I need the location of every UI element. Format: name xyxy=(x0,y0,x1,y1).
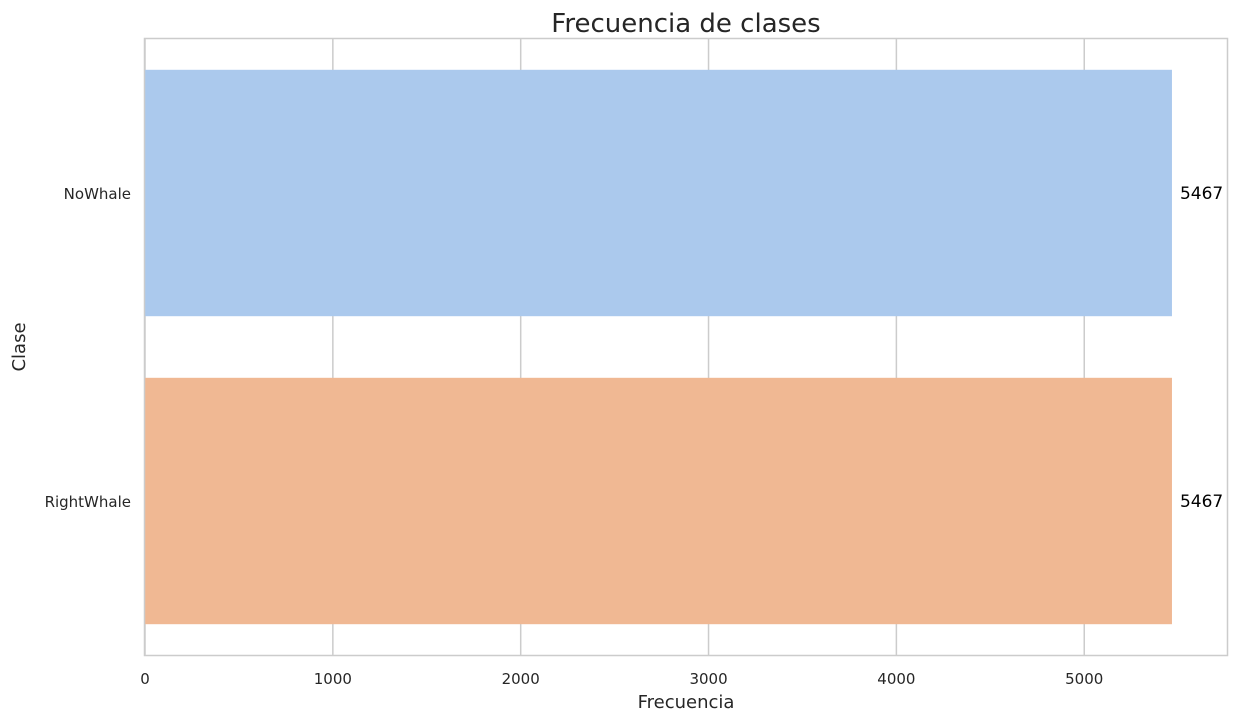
x-tick-label: 3000 xyxy=(689,670,727,688)
x-tick-label: 5000 xyxy=(1065,670,1103,688)
chart-title: Frecuencia de clases xyxy=(551,9,820,39)
x-tick-labels: 0 1000 2000 3000 4000 5000 xyxy=(140,670,1103,688)
x-tick-label: 2000 xyxy=(502,670,540,688)
bar-NoWhale xyxy=(145,69,1172,317)
y-tick-label: RightWhale xyxy=(45,493,131,511)
y-axis-label: Clase xyxy=(9,322,30,371)
x-tick-label: 1000 xyxy=(314,670,352,688)
x-tick-label: 0 xyxy=(140,670,150,688)
y-tick-label: NoWhale xyxy=(64,185,131,203)
plot-frame xyxy=(143,37,1229,657)
x-axis-label: Frecuencia xyxy=(638,692,735,713)
bars xyxy=(145,69,1172,625)
data-label-RightWhale: 5467 xyxy=(1180,492,1223,512)
y-tick-labels: NoWhale RightWhale xyxy=(45,185,131,511)
data-labels: 5467 5467 xyxy=(1180,184,1223,512)
bar-RightWhale xyxy=(145,377,1172,625)
x-tick-label: 4000 xyxy=(877,670,915,688)
data-label-NoWhale: 5467 xyxy=(1180,184,1223,204)
